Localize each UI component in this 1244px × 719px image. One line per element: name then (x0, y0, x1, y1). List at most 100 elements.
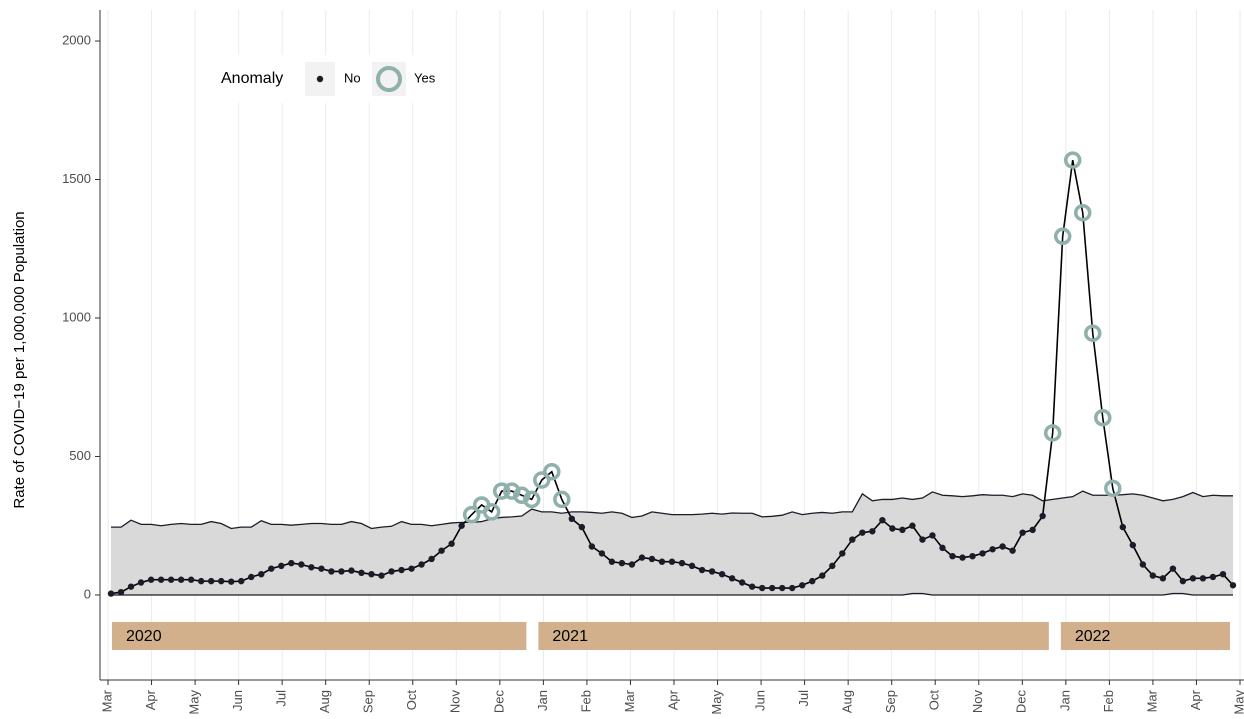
point (388, 568, 395, 575)
point (999, 543, 1006, 550)
x-tick-label: Aug (317, 690, 332, 713)
x-tick-label: Jul (796, 690, 811, 707)
anomaly-point (492, 482, 511, 500)
x-tick-label: May (187, 690, 202, 715)
point (819, 572, 826, 579)
x-tick-label: Oct (927, 690, 942, 711)
point (658, 558, 666, 565)
point (187, 576, 195, 583)
year-strip (112, 622, 527, 650)
anomaly-point (553, 490, 571, 509)
x-tick-label: Nov (970, 690, 985, 714)
point (778, 584, 786, 592)
x-tick-label: Jun (753, 690, 768, 711)
point (177, 576, 185, 583)
point (1019, 529, 1026, 536)
point (1129, 541, 1137, 549)
point (408, 565, 415, 572)
x-tick-label: Feb (578, 690, 593, 712)
x-tick-label: Jun (230, 690, 245, 711)
year-strip (1060, 622, 1230, 650)
x-tick-label: Sep (361, 690, 376, 713)
point (879, 516, 886, 524)
point (268, 565, 275, 572)
point (929, 532, 936, 539)
point (328, 568, 335, 575)
x-tick-label: Dec (491, 690, 506, 714)
band (111, 491, 1233, 595)
point (648, 555, 656, 563)
y-tick-label: 1500 (62, 171, 91, 186)
point (688, 562, 696, 570)
point (147, 576, 155, 583)
anomaly-point (1053, 227, 1072, 246)
anomaly-point (523, 490, 541, 509)
anomaly-point (1104, 479, 1122, 498)
point (899, 526, 906, 534)
year-label: 2020 (126, 628, 162, 645)
point (578, 523, 586, 531)
legend-label: No (344, 70, 361, 85)
x-tick-label: Mar (99, 689, 114, 712)
point (849, 536, 856, 543)
x-tick-label: Aug (840, 690, 855, 713)
point (318, 565, 325, 572)
point (909, 522, 916, 529)
point (638, 554, 646, 561)
x-tick-label: Jan (535, 690, 550, 711)
point (248, 573, 255, 581)
x-tick-label: Jul (274, 690, 289, 707)
x-tick-label: Sep (883, 690, 898, 713)
point (127, 583, 135, 590)
point (378, 572, 385, 579)
point (748, 583, 756, 590)
x-tick-label: Dec (1014, 690, 1029, 714)
anomaly-point (1084, 324, 1102, 342)
point (889, 525, 896, 532)
point (839, 550, 846, 557)
point (799, 582, 806, 589)
point (628, 561, 636, 568)
band-lower (111, 592, 1233, 596)
y-tick-label: 2000 (62, 32, 91, 47)
point (1139, 561, 1147, 568)
point (1029, 526, 1036, 534)
point (117, 588, 125, 596)
point (1209, 573, 1217, 581)
point (939, 544, 946, 552)
x-tick-label: Apr (143, 689, 158, 710)
point (448, 540, 455, 547)
x-tick-label: May (1231, 690, 1244, 715)
point (338, 568, 345, 575)
point (698, 566, 706, 574)
point (228, 578, 235, 585)
legend-label: Yes (414, 70, 436, 85)
point (829, 562, 836, 570)
anomaly-point (533, 471, 551, 489)
point (167, 576, 175, 583)
x-tick-label: Jan (1057, 690, 1072, 711)
point (678, 559, 686, 567)
point (859, 529, 866, 536)
point (438, 547, 445, 554)
legend-title: Anomaly (221, 70, 283, 87)
point (418, 561, 425, 568)
point (598, 550, 606, 557)
point (959, 554, 966, 561)
year-label: 2022 (1075, 628, 1111, 645)
point (137, 579, 145, 586)
point (869, 528, 876, 535)
x-tick-label: Mar (1144, 689, 1159, 712)
point (1219, 570, 1227, 578)
anomaly-point (512, 486, 531, 505)
year-strip (538, 622, 1049, 650)
point (608, 558, 616, 565)
point (358, 569, 365, 577)
anomaly-point (462, 505, 481, 524)
anomaly-point (1063, 151, 1082, 169)
point (238, 577, 245, 585)
x-tick-label: Oct (404, 690, 419, 711)
point (979, 550, 986, 557)
point (1149, 572, 1157, 579)
